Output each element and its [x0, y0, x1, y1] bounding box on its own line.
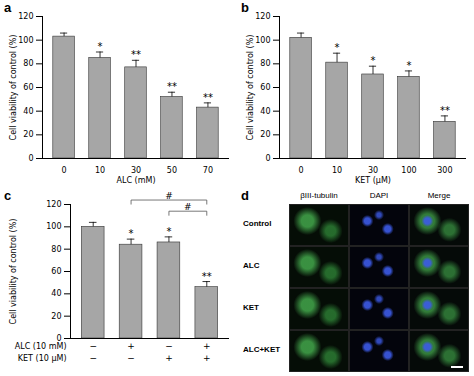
svg-text:30: 30: [131, 166, 141, 175]
svg-text:120: 120: [18, 12, 33, 21]
svg-text:70: 70: [203, 166, 213, 175]
svg-text:**: **: [202, 271, 212, 282]
svg-text:0: 0: [56, 334, 62, 344]
svg-text:**: **: [167, 81, 177, 92]
svg-text:#: #: [165, 191, 173, 201]
svg-text:+: +: [203, 353, 211, 363]
svg-text:100: 100: [18, 36, 33, 45]
svg-text:80: 80: [23, 59, 33, 68]
svg-text:0: 0: [28, 154, 33, 163]
svg-text:50: 50: [167, 166, 177, 175]
svg-text:120: 120: [46, 200, 61, 209]
svg-text:**: **: [203, 92, 213, 103]
svg-text:60: 60: [260, 83, 270, 92]
svg-text:0: 0: [62, 166, 67, 175]
svg-text:40: 40: [23, 107, 33, 116]
svg-text:−: −: [127, 353, 135, 363]
svg-text:*: *: [371, 55, 376, 66]
html-text:Control: Control: [243, 219, 272, 228]
html-text:βIII-tubulin: βIII-tubulin: [300, 191, 338, 200]
svg-text:40: 40: [51, 289, 61, 298]
html-text:ALC: ALC: [243, 261, 260, 270]
svg-text:80: 80: [260, 59, 270, 68]
svg-text:*: *: [129, 228, 134, 239]
svg-text:**: **: [131, 49, 141, 60]
svg-text:20: 20: [260, 130, 270, 139]
html-text:Merge: Merge: [427, 191, 451, 200]
svg-text:30: 30: [368, 166, 378, 175]
html-text:a: a: [4, 0, 12, 15]
svg-text:#: #: [184, 202, 192, 212]
svg-text:KET (10 μM): KET (10 μM): [18, 354, 67, 363]
svg-text:+: +: [127, 341, 135, 351]
html-text:DAPI: DAPI: [369, 191, 389, 200]
svg-text:Cell viability of control (%): Cell viability of control (%): [9, 35, 18, 141]
svg-text:120: 120: [255, 12, 270, 21]
svg-text:KET (μM): KET (μM): [355, 176, 391, 185]
svg-text:+: +: [165, 353, 173, 363]
svg-text:**: **: [440, 105, 450, 116]
svg-text:Cell viability of control (%): Cell viability of control (%): [9, 219, 18, 325]
svg-text:−: −: [89, 353, 97, 363]
svg-text:*: *: [406, 60, 411, 71]
svg-text:60: 60: [51, 267, 61, 276]
html-text:ALC+KET: ALC+KET: [243, 345, 281, 354]
svg-text:80: 80: [51, 245, 61, 254]
svg-text:10: 10: [95, 166, 105, 175]
svg-text:20: 20: [51, 312, 61, 321]
svg-text:+: +: [203, 341, 211, 351]
svg-text:300: 300: [437, 166, 452, 175]
svg-text:0: 0: [265, 154, 270, 163]
svg-text:60: 60: [23, 83, 33, 92]
svg-text:*: *: [335, 42, 340, 53]
svg-text:Cell viability of control (%): Cell viability of control (%): [246, 35, 255, 141]
svg-text:ALC (10 mM): ALC (10 mM): [15, 342, 67, 351]
svg-text:100: 100: [401, 166, 416, 175]
svg-text:*: *: [166, 226, 171, 237]
svg-text:40: 40: [260, 107, 270, 116]
html-text:c: c: [4, 188, 12, 203]
html-text:KET: KET: [243, 303, 259, 312]
svg-text:0: 0: [299, 166, 304, 175]
svg-text:ALC (mM): ALC (mM): [117, 176, 156, 185]
svg-text:−: −: [89, 341, 97, 351]
svg-text:−: −: [165, 341, 173, 351]
svg-text:*: *: [98, 41, 103, 52]
html-text:b: b: [241, 0, 249, 15]
html-text:d: d: [241, 188, 249, 203]
svg-text:10: 10: [332, 166, 342, 175]
svg-text:100: 100: [255, 36, 270, 45]
svg-text:100: 100: [46, 222, 61, 231]
svg-text:20: 20: [23, 130, 33, 139]
